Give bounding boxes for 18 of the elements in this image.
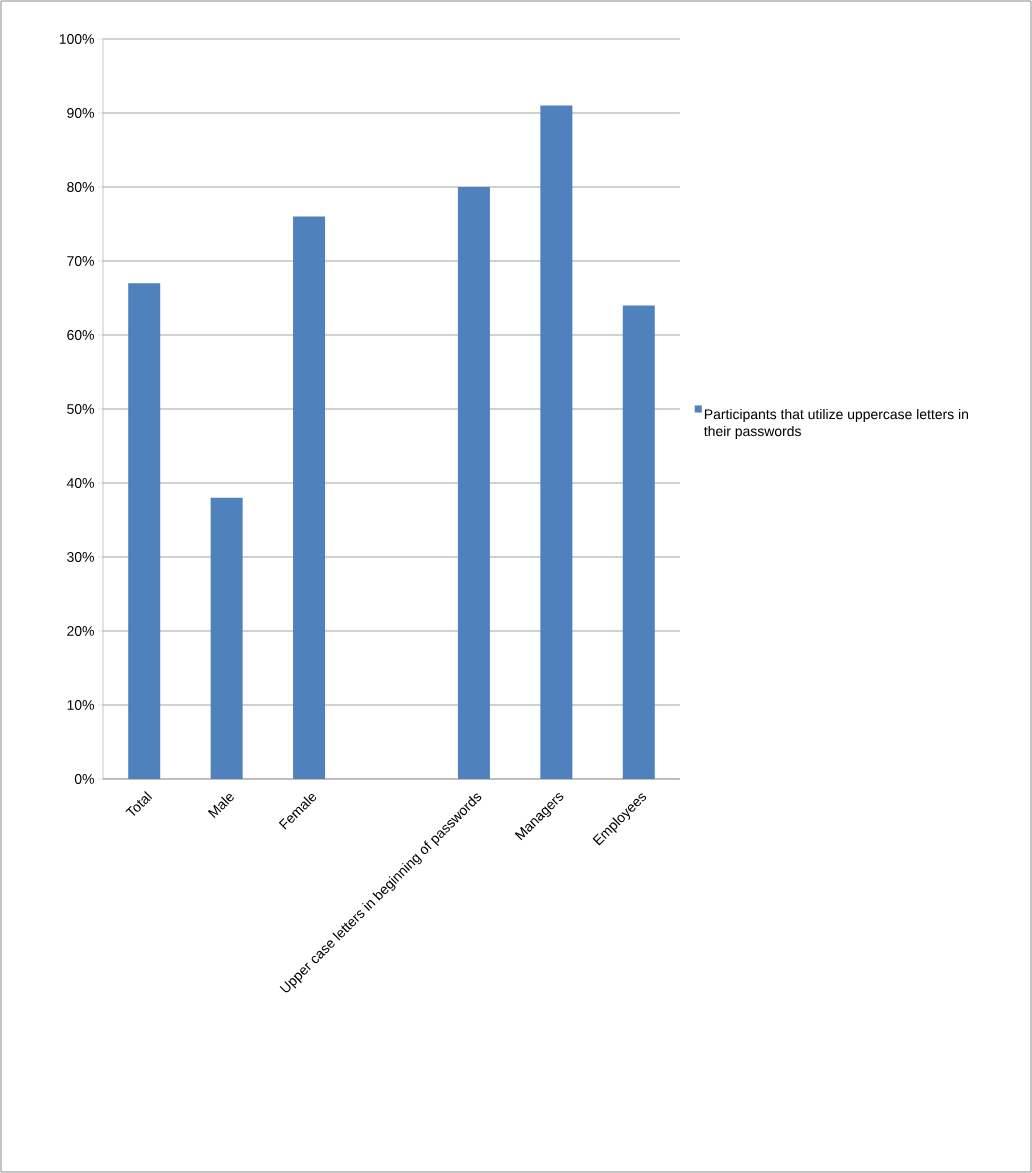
y-tick-label: 0%	[74, 774, 94, 784]
y-tick-label: 40%	[66, 478, 94, 488]
legend-label: Participants that utilize uppercase letters in their passwords	[704, 408, 969, 439]
y-tick-label: 90%	[67, 108, 94, 118]
y-tick-label: 30%	[67, 552, 94, 562]
bar	[622, 305, 655, 779]
y-tick-label: 60%	[67, 330, 94, 340]
bar	[128, 283, 161, 779]
bar	[457, 186, 490, 779]
y-tick-label: 10%	[67, 700, 94, 710]
y-tick-label: 50%	[67, 404, 94, 414]
y-tick-label: 20%	[67, 626, 94, 636]
y-tick-label: 100%	[59, 34, 94, 44]
bar	[293, 216, 326, 779]
bar	[210, 497, 243, 779]
bar	[540, 105, 573, 779]
y-tick-label: 70%	[67, 256, 94, 266]
y-tick-label: 80%	[67, 182, 94, 192]
